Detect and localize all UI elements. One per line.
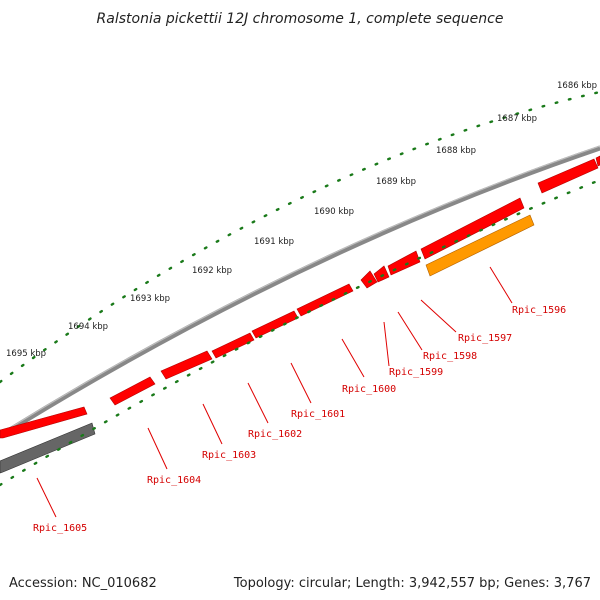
gene-label-rpic-1603[interactable]: Rpic_1603: [202, 450, 256, 461]
ruler-label: 1691 kbp: [254, 237, 294, 247]
chromosome-backbone: [0, 145, 600, 439]
gene-feature[interactable]: [296, 283, 354, 317]
gene-feature[interactable]: [387, 250, 421, 276]
gene-label-rpic-1598[interactable]: Rpic_1598: [423, 351, 477, 362]
gene-feature[interactable]: [537, 158, 599, 194]
page-title: Ralstonia pickettii 12J chromosome 1, co…: [97, 11, 504, 27]
gene-feature-pseudo[interactable]: [0, 422, 96, 474]
gene-feature[interactable]: [0, 406, 88, 439]
gene-feature[interactable]: [109, 376, 156, 406]
gene-label-rpic-1600[interactable]: Rpic_1600: [342, 384, 396, 395]
gene-label-rpic-1597[interactable]: Rpic_1597: [458, 333, 512, 344]
gene-label-rpic-1605[interactable]: Rpic_1605: [33, 523, 87, 534]
gene-label-rpic-1596[interactable]: Rpic_1596: [512, 305, 566, 316]
gene-feature[interactable]: [251, 310, 299, 339]
gene-label-rpic-1602[interactable]: Rpic_1602: [248, 429, 302, 440]
ruler-label: 1694 kbp: [68, 322, 108, 332]
gene-feature[interactable]: [595, 155, 600, 167]
ruler-label: 1693 kbp: [130, 294, 170, 304]
ruler-label: 1686 kbp: [557, 81, 597, 91]
gene-feature[interactable]: [211, 332, 255, 359]
gene-feature[interactable]: [373, 265, 390, 283]
ruler-label: 1692 kbp: [192, 266, 232, 276]
chromosome-backbone-highlight: [0, 145, 600, 435]
gene-leader-lines: [36, 266, 513, 518]
ruler-label: 1689 kbp: [376, 177, 416, 187]
gene-feature[interactable]: [360, 270, 378, 289]
gene-label-rpic-1601[interactable]: Rpic_1601: [291, 409, 345, 420]
forward-genes: [0, 155, 600, 439]
ruler-label: 1688 kbp: [436, 146, 476, 156]
ruler-label: 1690 kbp: [314, 207, 354, 217]
gene-label-rpic-1599[interactable]: Rpic_1599: [389, 367, 443, 378]
accession-text: Accession: NC_010682: [9, 576, 157, 591]
gene-feature-highlighted[interactable]: [425, 214, 535, 277]
gene-feature[interactable]: [420, 197, 525, 260]
gene-feature[interactable]: [160, 350, 213, 380]
ruler-labels: 1686 kbp 1687 kbp 1688 kbp 1689 kbp 1690…: [6, 81, 597, 359]
gene-labels: Rpic_1596 Rpic_1597 Rpic_1598 Rpic_1599 …: [33, 305, 566, 534]
gene-label-rpic-1604[interactable]: Rpic_1604: [147, 475, 201, 486]
topology-summary: Topology: circular; Length: 3,942,557 bp…: [233, 576, 591, 591]
ruler-label: 1695 kbp: [6, 349, 46, 359]
ruler-label: 1687 kbp: [497, 114, 537, 124]
